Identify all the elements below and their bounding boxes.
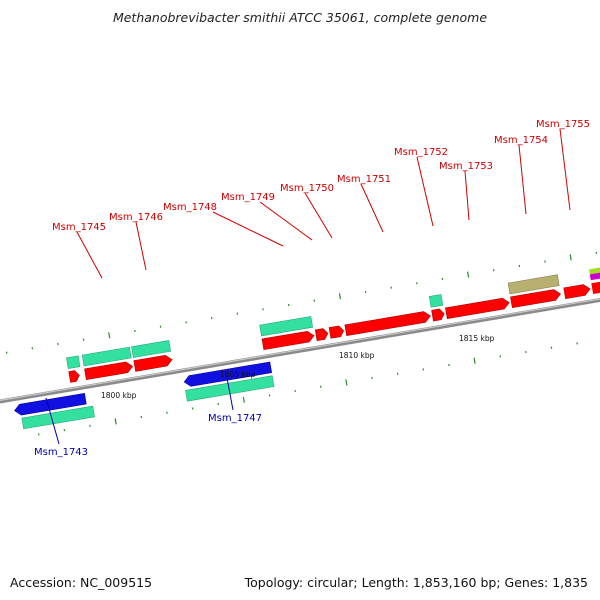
tick-track-lower bbox=[38, 342, 578, 436]
feature-bar[interactable] bbox=[507, 274, 560, 295]
gene-label: Msm_1746 bbox=[109, 212, 163, 223]
map-title: Methanobrevibacter smithii ATCC 35061, c… bbox=[112, 10, 488, 25]
gene-label: Msm_1748 bbox=[163, 202, 217, 213]
cds-arrow[interactable] bbox=[344, 311, 432, 337]
cds-arrow-reverse[interactable] bbox=[183, 361, 273, 388]
cds-arrow[interactable] bbox=[563, 284, 591, 299]
gene-label: Msm_1754 bbox=[494, 135, 548, 146]
cds-arrow[interactable] bbox=[591, 279, 600, 295]
cds-arrow[interactable] bbox=[133, 354, 173, 372]
gene-bar[interactable] bbox=[131, 340, 172, 358]
accession-label: Accession: NC_009515 bbox=[10, 575, 153, 590]
gene-label: Msm_1755 bbox=[536, 119, 590, 130]
gene-label: Msm_1750 bbox=[280, 183, 334, 194]
gene-label: Msm_1743 bbox=[34, 447, 88, 458]
gene-bar[interactable] bbox=[588, 266, 600, 275]
gene-bar[interactable] bbox=[185, 375, 275, 402]
gene-label: Msm_1749 bbox=[221, 192, 275, 203]
cds-arrow[interactable] bbox=[431, 308, 446, 322]
genome-backbone-highlight bbox=[0, 284, 600, 409]
leader-lines-reverse bbox=[45, 377, 234, 445]
gene-label: Msm_1751 bbox=[337, 174, 391, 185]
gene-bar[interactable] bbox=[81, 346, 132, 367]
cds-arrow[interactable] bbox=[445, 297, 510, 320]
scale-label: 1815 kbp bbox=[459, 334, 495, 343]
genome-summary: Topology: circular; Length: 1,853,160 bp… bbox=[244, 575, 588, 590]
scale-label: 1800 kbp bbox=[101, 391, 137, 400]
gene-bar[interactable] bbox=[21, 405, 95, 430]
scale-label: 1810 kbp bbox=[339, 351, 375, 360]
leader-lines-forward bbox=[76, 128, 571, 279]
cds-arrow-reverse[interactable] bbox=[14, 392, 87, 416]
cds-arrow[interactable] bbox=[510, 289, 562, 308]
forward-strand-track bbox=[0, 251, 600, 436]
cds-arrow[interactable] bbox=[314, 328, 329, 342]
gene-bar[interactable] bbox=[259, 316, 314, 337]
scale-label: 1805 kbp bbox=[220, 370, 256, 379]
cds-arrow[interactable] bbox=[261, 330, 315, 351]
gene-label: Msm_1745 bbox=[52, 222, 106, 233]
gene-label: Msm_1753 bbox=[439, 161, 493, 172]
gene-label: Msm_1752 bbox=[394, 147, 448, 158]
genome-backbone bbox=[0, 283, 600, 412]
gene-bar[interactable] bbox=[428, 294, 444, 308]
cds-arrow[interactable] bbox=[68, 370, 81, 383]
gene-bar[interactable] bbox=[589, 270, 600, 281]
cds-arrow[interactable] bbox=[84, 361, 134, 381]
gene-bar[interactable] bbox=[66, 355, 81, 369]
gene-label: Msm_1747 bbox=[208, 413, 262, 424]
cds-arrow[interactable] bbox=[328, 325, 345, 339]
tick-track-upper bbox=[5, 251, 598, 354]
